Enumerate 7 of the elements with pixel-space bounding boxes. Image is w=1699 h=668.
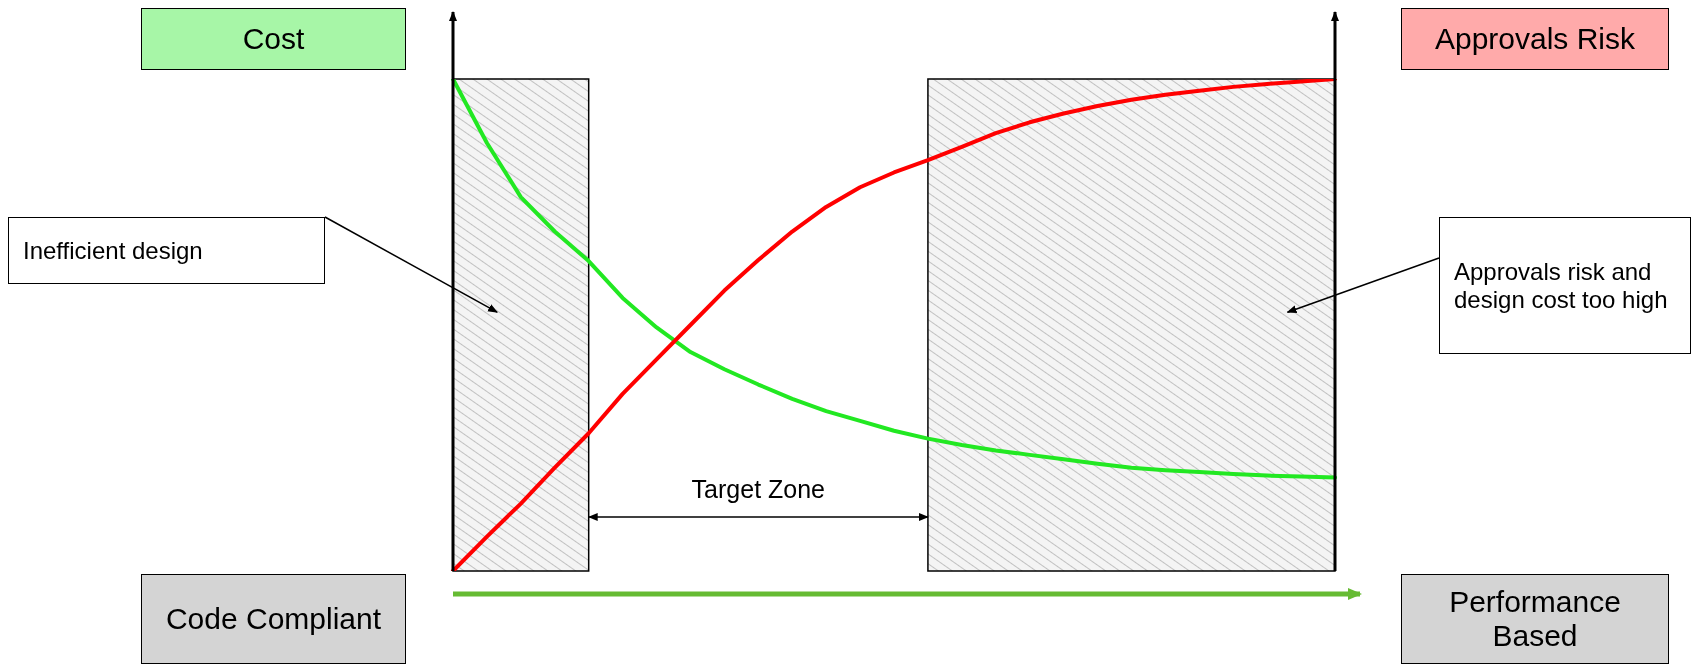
annotation: Target Zone: [691, 475, 826, 503]
y-axis-title: Cost: [242, 21, 305, 57]
text: Approvals risk and design cost too high: [1454, 257, 1669, 314]
y2-axis-title: Approvals Risk: [1434, 21, 1636, 57]
text: Performance Based: [1448, 584, 1622, 654]
text: Inefficient design: [23, 236, 203, 265]
text: Code Compliant: [165, 601, 382, 637]
